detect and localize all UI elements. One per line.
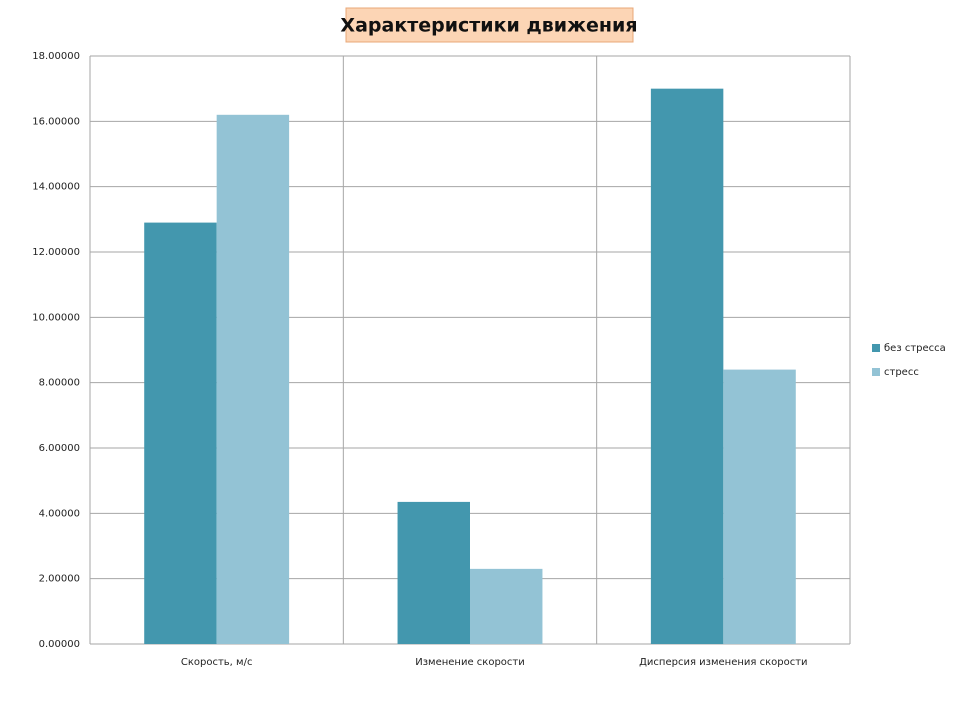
y-tick-label: 18.00000 xyxy=(32,51,80,62)
bar xyxy=(470,568,543,644)
y-tick-label: 2.00000 xyxy=(39,574,80,585)
y-tick-label: 6.00000 xyxy=(39,443,80,454)
y-tick-label: 4.00000 xyxy=(39,508,80,519)
x-tick-label: Изменение скорости xyxy=(415,657,525,668)
legend-swatch xyxy=(872,344,880,352)
legend-swatch xyxy=(872,368,880,376)
y-tick-label: 0.00000 xyxy=(39,639,80,650)
bar xyxy=(397,501,470,644)
y-tick-label: 8.00000 xyxy=(39,378,80,389)
y-tick-label: 12.00000 xyxy=(32,247,80,258)
chart-title: Характеристики движения xyxy=(340,15,637,37)
y-tick-label: 10.00000 xyxy=(32,312,80,323)
x-tick-label: Дисперсия изменения скорости xyxy=(639,657,807,668)
x-tick-label: Скорость, м/с xyxy=(181,657,253,668)
title-box xyxy=(345,7,634,43)
bar xyxy=(216,114,290,645)
bar xyxy=(723,369,796,644)
y-tick-label: 16.00000 xyxy=(32,116,80,127)
legend-label: без стресса xyxy=(884,343,946,354)
bar xyxy=(650,88,724,644)
legend-label: стресс xyxy=(884,367,919,378)
bar xyxy=(144,222,217,644)
y-tick-label: 14.00000 xyxy=(32,182,80,193)
